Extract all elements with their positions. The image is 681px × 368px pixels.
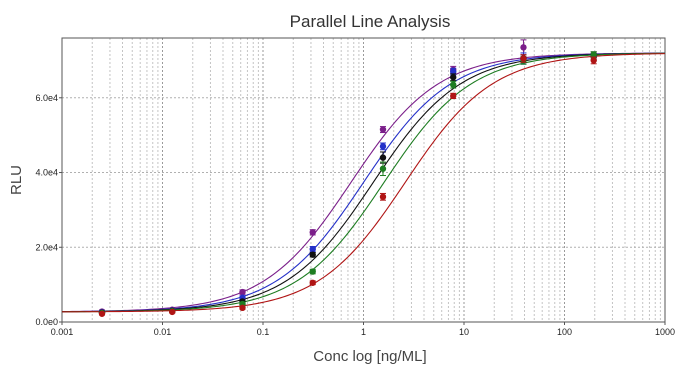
- y-axis-ticks: 0.0e0 2.0e4 4.0e4 6.0e4: [35, 93, 62, 327]
- data-points: [98, 39, 597, 317]
- x-tick-label: 10: [459, 327, 469, 337]
- data-point: [590, 51, 597, 59]
- data-point: [309, 229, 316, 236]
- fitted-curve: [61, 52, 666, 313]
- data-point: [309, 268, 316, 275]
- data-point: [239, 304, 246, 311]
- x-tick-label: 1: [361, 327, 366, 337]
- fitted-curves: [61, 52, 666, 313]
- data-point: [309, 251, 316, 258]
- x-tick-label: 0.001: [51, 327, 74, 337]
- x-tick-label: 100: [557, 327, 572, 337]
- x-tick-label: 0.01: [154, 327, 172, 337]
- x-axis-label: Conc log [ng/ML]: [313, 348, 426, 365]
- data-point: [520, 44, 527, 51]
- data-point: [379, 193, 387, 201]
- y-tick-label: 2.0e4: [35, 242, 58, 252]
- data-point: [450, 68, 457, 75]
- fitted-curve: [62, 53, 666, 313]
- data-point: [239, 288, 246, 296]
- x-tick-label: 1000: [655, 327, 675, 337]
- x-axis-ticks: 0.001 0.01 0.1 1 10 100 1000: [51, 322, 675, 337]
- data-point: [309, 279, 316, 286]
- data-point: [379, 165, 387, 172]
- data-point: [379, 154, 387, 161]
- x-tick-label: 0.1: [257, 327, 270, 337]
- fitted-curve: [61, 52, 666, 313]
- data-point: [309, 245, 316, 253]
- data-point: [379, 143, 387, 150]
- chart-title: Parallel Line Analysis: [290, 12, 451, 31]
- grid-lines: [62, 38, 665, 322]
- data-point: [169, 308, 176, 316]
- data-point: [450, 74, 457, 81]
- y-tick-label: 6.0e4: [35, 93, 58, 103]
- data-point: [379, 126, 387, 133]
- y-tick-label: 4.0e4: [35, 168, 58, 178]
- data-point: [98, 310, 106, 317]
- data-point: [450, 81, 457, 88]
- data-point: [520, 55, 527, 62]
- data-point: [590, 57, 597, 64]
- y-axis-label: RLU: [8, 165, 25, 195]
- data-point: [450, 92, 457, 100]
- y-tick-label: 0.0e0: [35, 317, 58, 327]
